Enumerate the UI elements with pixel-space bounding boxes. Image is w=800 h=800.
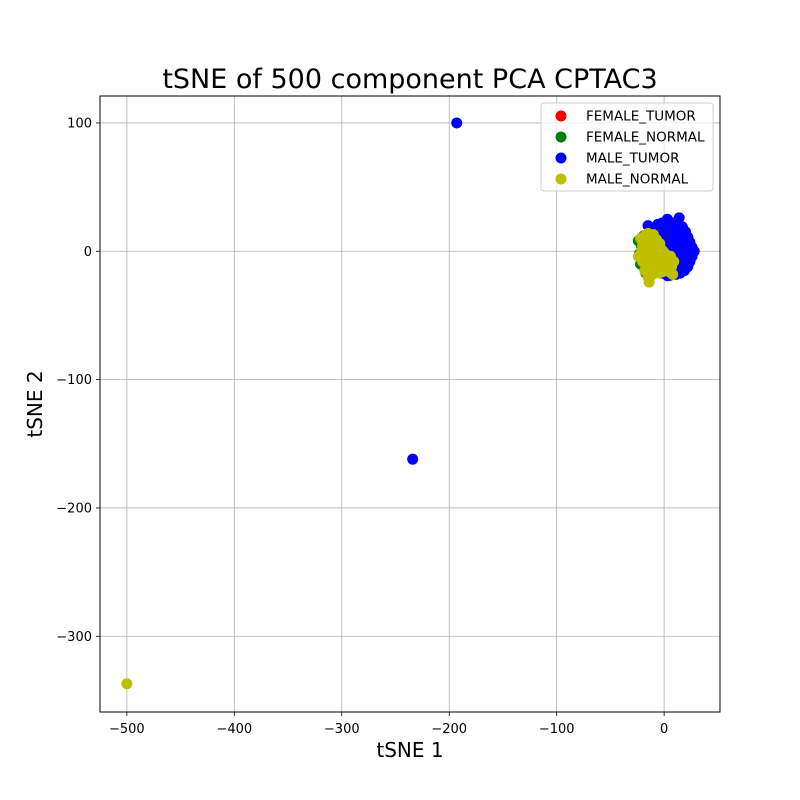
point-male-normal <box>667 268 679 280</box>
legend-marker-male-normal <box>555 173 567 185</box>
y-tick-label: −300 <box>56 630 92 645</box>
point-male-tumor <box>679 236 691 248</box>
legend-label-female-normal: FEMALE_NORMAL <box>586 130 705 146</box>
point-male-normal <box>642 271 654 283</box>
legend-box <box>540 102 714 192</box>
point-male-tumor <box>685 247 697 259</box>
legend-label-male-tumor: MALE_TUMOR <box>586 151 679 167</box>
point-male-tumor <box>673 212 685 224</box>
legend: FEMALE_TUMOR FEMALE_NORMAL MALE_TUMOR MA… <box>540 102 714 192</box>
x-axis-title: tSNE 1 <box>376 738 443 762</box>
y-tick-label: 100 <box>67 116 92 131</box>
axis-ticks: −500 −400 −300 −200 −100 0 100 0 −100 −200 −300 <box>56 116 668 737</box>
legend-label-female-tumor: FEMALE_TUMOR <box>586 109 696 125</box>
point-male-tumor <box>661 220 673 232</box>
legend-marker-male-tumor <box>555 152 567 164</box>
x-tick-label: −300 <box>324 722 360 737</box>
plot-area-frame <box>99 95 721 713</box>
y-tick-label: −200 <box>56 501 92 516</box>
y-axis-title: tSNE 2 <box>23 370 47 437</box>
y-tick-label: −100 <box>56 373 92 388</box>
legend-label-male-normal: MALE_NORMAL <box>586 172 689 188</box>
point-male-tumor <box>407 453 419 465</box>
grid-lines <box>100 96 720 712</box>
point-male-tumor <box>451 117 463 129</box>
chart-title: tSNE of 500 component PCA CPTAC3 <box>162 64 657 95</box>
x-tick-label: −100 <box>539 722 575 737</box>
data-points <box>121 117 700 690</box>
point-male-normal <box>637 240 649 252</box>
point-male-tumor <box>681 257 693 269</box>
point-male-normal <box>668 256 680 268</box>
x-tick-label: −200 <box>431 722 467 737</box>
x-tick-label: 0 <box>660 722 668 737</box>
legend-marker-female-normal <box>555 131 567 143</box>
point-male-normal <box>121 678 133 690</box>
y-tick-label: 0 <box>84 245 92 260</box>
legend-marker-female-tumor <box>555 110 567 122</box>
point-male-tumor <box>666 236 678 248</box>
x-tick-label: −500 <box>109 722 145 737</box>
x-tick-label: −400 <box>216 722 252 737</box>
